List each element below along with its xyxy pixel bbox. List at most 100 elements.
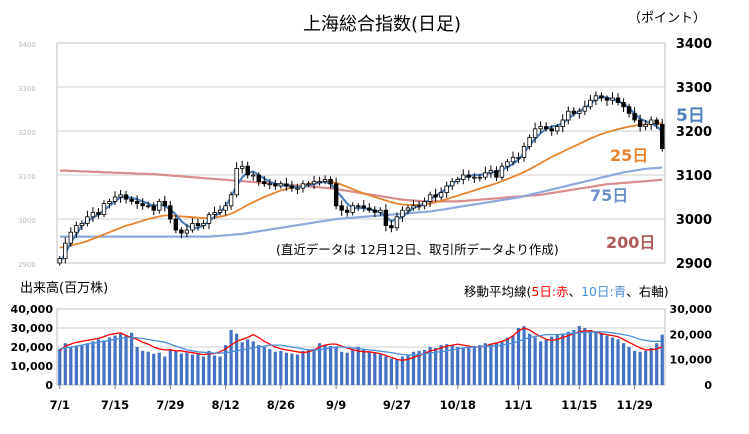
- volume-y2tick-label: 30,000: [670, 303, 713, 316]
- volume-bar: [594, 331, 598, 385]
- volume-ytick-label: 20,000: [11, 341, 54, 354]
- volume-bar: [456, 347, 460, 385]
- candle-body: [206, 214, 212, 224]
- candle-body: [184, 229, 190, 234]
- volume-bar: [655, 343, 659, 385]
- ma-legend-5: 5日:赤: [531, 284, 568, 299]
- volume-bar: [445, 344, 449, 385]
- volume-bar: [229, 329, 233, 385]
- candle-body: [162, 200, 167, 207]
- candle-body: [74, 225, 79, 233]
- volume-bar: [130, 332, 134, 385]
- price-ytick-left-label: 3200: [18, 129, 36, 137]
- volume-bar: [273, 351, 277, 385]
- volume-bar: [340, 351, 344, 385]
- price-ytick-label: 3000: [676, 213, 712, 228]
- volume-y2tick-label: 10,000: [670, 354, 713, 367]
- volume-ytick-label: 30,000: [11, 322, 54, 335]
- volume-bar: [284, 352, 288, 385]
- candle-body: [118, 194, 123, 198]
- candle-body: [477, 176, 483, 179]
- volume-bar: [152, 353, 156, 385]
- candle-body: [195, 222, 201, 226]
- volume-bar: [107, 337, 112, 385]
- volume-bar: [461, 347, 465, 385]
- candle-body: [472, 176, 477, 179]
- candle-body: [350, 205, 355, 213]
- volume-bar: [201, 356, 206, 385]
- volume-bar: [356, 347, 360, 385]
- volume-bar: [483, 343, 487, 385]
- candle-body: [637, 119, 643, 127]
- candle-body: [461, 174, 466, 180]
- candle-body: [411, 205, 416, 209]
- volume-bar: [323, 345, 327, 385]
- volume-bar: [539, 341, 543, 385]
- candle-body: [234, 167, 239, 196]
- volume-bar: [516, 328, 521, 385]
- x-tick-label: 8/12: [211, 398, 239, 412]
- volume-bar: [312, 348, 316, 385]
- volume-bar: [124, 335, 128, 385]
- volume-bar: [561, 333, 565, 385]
- volume-bar: [257, 345, 261, 385]
- candle-body: [356, 205, 361, 208]
- volume-bar: [434, 347, 438, 385]
- volume-bar: [627, 347, 631, 385]
- volume-bar: [146, 351, 150, 385]
- candle-body: [543, 126, 549, 130]
- candle-body: [499, 165, 505, 178]
- volume-ytick-label: 10,000: [11, 360, 54, 373]
- candle-body: [306, 183, 311, 186]
- volume-bar: [268, 348, 272, 385]
- price-ytick-label: 3300: [676, 81, 712, 96]
- volume-bar: [638, 351, 642, 385]
- price-ytick-label: 3100: [676, 169, 712, 184]
- candle-body: [505, 161, 510, 167]
- volume-bar: [472, 346, 476, 385]
- candle-body: [389, 225, 394, 229]
- volume-bar: [489, 344, 493, 385]
- unit-label: （ポイント）: [628, 11, 706, 26]
- volume-bar: [400, 356, 405, 385]
- volume-bar: [577, 326, 581, 385]
- ma-legend: 移動平均線(5日:赤、10日:青、右軸): [464, 284, 669, 299]
- candle-body: [444, 185, 449, 193]
- candle-body: [173, 218, 179, 231]
- volume-bar: [422, 349, 427, 385]
- volume-bar: [301, 350, 305, 385]
- candle-body: [168, 205, 173, 220]
- price-ytick-left-label: 2900: [18, 261, 36, 269]
- candle-body: [527, 137, 532, 147]
- volume-bar: [511, 335, 515, 385]
- volume-bar: [599, 333, 604, 385]
- volume-bar: [411, 351, 416, 385]
- volume-bar: [384, 356, 388, 385]
- volume-bar: [207, 350, 211, 385]
- price-ytick-label: 3400: [676, 37, 712, 52]
- volume-bar: [500, 341, 504, 385]
- candle-body: [582, 106, 588, 112]
- candle-body: [278, 183, 284, 187]
- candle-body: [488, 170, 494, 174]
- volume-bar: [262, 347, 266, 385]
- ma5-label: 5日: [676, 106, 705, 126]
- volume-bar: [478, 345, 482, 385]
- candle-body: [317, 181, 322, 184]
- candle-body: [483, 172, 488, 178]
- candle-body: [223, 205, 228, 211]
- price-ytick-label: 2900: [676, 257, 712, 272]
- candle-body: [112, 196, 118, 202]
- volume-bar: [168, 348, 172, 385]
- candle-body: [300, 183, 306, 189]
- candle-body: [90, 211, 96, 218]
- x-tick-label: 7/1: [50, 398, 70, 412]
- volume-bar: [522, 326, 526, 385]
- volume-bar: [555, 334, 559, 385]
- volume-bar: [246, 339, 250, 385]
- volume-bar: [251, 341, 255, 385]
- x-tick-label: 11/29: [616, 398, 652, 412]
- volume-bar: [80, 345, 84, 385]
- candle-body: [212, 211, 217, 215]
- volume-bar: [290, 353, 294, 385]
